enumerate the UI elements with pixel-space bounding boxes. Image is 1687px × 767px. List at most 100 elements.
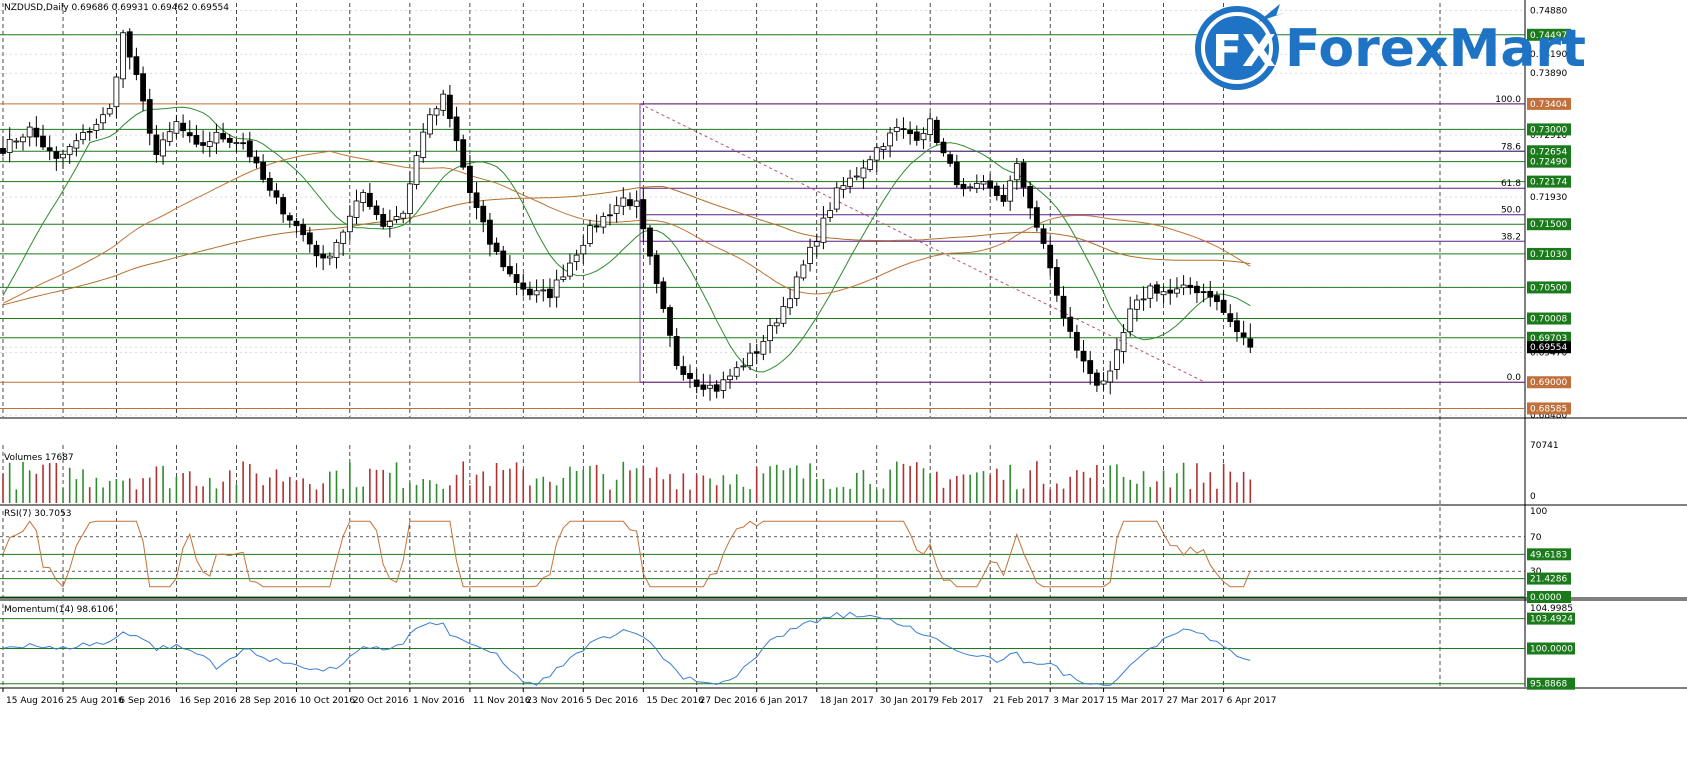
candle-body bbox=[46, 147, 53, 151]
candle bbox=[567, 253, 573, 280]
candle bbox=[800, 259, 807, 281]
candle bbox=[113, 73, 120, 118]
candle-body bbox=[100, 114, 106, 124]
candle-body bbox=[907, 130, 914, 135]
candle bbox=[166, 122, 173, 147]
candle bbox=[1127, 296, 1134, 337]
candle-body bbox=[1194, 285, 1200, 294]
candle bbox=[1027, 181, 1034, 220]
candle-body bbox=[160, 139, 166, 157]
candle bbox=[873, 143, 880, 172]
time-tick-label: 27 Dec 2016 bbox=[700, 696, 758, 706]
candle bbox=[233, 139, 240, 153]
candle bbox=[887, 127, 894, 158]
candle-body bbox=[6, 138, 13, 153]
candle bbox=[1174, 277, 1180, 298]
candle bbox=[13, 137, 20, 149]
candle bbox=[1240, 320, 1247, 346]
candle bbox=[847, 169, 853, 194]
candle bbox=[60, 149, 66, 169]
candle-body bbox=[927, 118, 934, 135]
candle-body bbox=[933, 119, 940, 144]
candle-body bbox=[453, 116, 460, 142]
time-tick-label: 16 Sep 2016 bbox=[179, 696, 236, 706]
candle bbox=[880, 142, 887, 160]
candle bbox=[1180, 275, 1187, 296]
volume-min-tick: 0 bbox=[1530, 492, 1536, 502]
candle bbox=[393, 205, 400, 224]
candle-body bbox=[720, 379, 727, 391]
candle-body bbox=[1207, 290, 1214, 298]
candle-body bbox=[673, 336, 680, 366]
price-badge bbox=[1527, 155, 1571, 168]
candle-body bbox=[1007, 180, 1014, 202]
candle-body bbox=[460, 139, 467, 168]
candle-body bbox=[747, 352, 753, 367]
candle-body bbox=[380, 214, 387, 227]
price-badge bbox=[1527, 312, 1571, 325]
candle-body bbox=[1140, 298, 1147, 301]
candle bbox=[833, 182, 840, 213]
price-badge bbox=[1527, 145, 1571, 158]
candle-body bbox=[593, 225, 600, 228]
candle bbox=[20, 133, 26, 151]
candle-body bbox=[300, 224, 307, 236]
candle-body bbox=[1087, 360, 1094, 374]
candle-body bbox=[240, 142, 247, 145]
price-badge-label: 0.69000 bbox=[1530, 378, 1567, 388]
candle bbox=[340, 229, 347, 256]
candle bbox=[1040, 224, 1047, 249]
candle-body bbox=[693, 379, 700, 387]
candle-body bbox=[213, 131, 220, 144]
candle bbox=[1214, 291, 1220, 311]
candle-body bbox=[987, 180, 994, 189]
candle-body bbox=[226, 137, 233, 143]
candle bbox=[980, 175, 987, 191]
candle-body bbox=[773, 322, 780, 327]
candle bbox=[286, 212, 293, 228]
candle bbox=[326, 252, 333, 266]
time-tick-label: 25 Aug 2016 bbox=[66, 696, 124, 706]
candle-body bbox=[1174, 288, 1180, 294]
candle bbox=[1053, 259, 1060, 302]
candle bbox=[213, 123, 220, 155]
candle bbox=[1067, 307, 1074, 339]
candle-body bbox=[1067, 317, 1074, 332]
horizontal-levels bbox=[0, 34, 1525, 409]
ma-line bbox=[2, 106, 1251, 373]
candle-body bbox=[507, 266, 513, 275]
candle bbox=[607, 203, 613, 226]
time-tick-label: 15 Aug 2016 bbox=[6, 696, 64, 706]
candle bbox=[1060, 286, 1067, 327]
candle-body bbox=[440, 93, 447, 111]
candle bbox=[720, 371, 727, 399]
candle-body bbox=[400, 212, 407, 219]
candle-body bbox=[1187, 284, 1194, 289]
candle-body bbox=[220, 133, 227, 140]
candle-body bbox=[153, 134, 160, 155]
candle bbox=[66, 143, 73, 164]
candle bbox=[953, 154, 960, 188]
candle-body bbox=[1160, 291, 1167, 296]
candle-body bbox=[740, 365, 747, 368]
candle-body bbox=[206, 141, 213, 148]
price-tick-label: 0.69470 bbox=[1530, 349, 1567, 359]
candle bbox=[867, 155, 873, 173]
candle-body bbox=[913, 131, 920, 141]
candle bbox=[1200, 283, 1207, 303]
candle bbox=[1000, 184, 1007, 207]
price-badge bbox=[1527, 28, 1571, 41]
rsi-badge bbox=[1527, 548, 1571, 561]
candle-body bbox=[860, 167, 867, 179]
candle bbox=[1100, 372, 1107, 391]
candle-body bbox=[120, 32, 126, 80]
candle bbox=[273, 183, 280, 205]
time-tick-label: 15 Dec 2016 bbox=[646, 696, 704, 706]
candle bbox=[360, 189, 367, 212]
price-tick-label: 0.72910 bbox=[1530, 131, 1567, 141]
candle-body bbox=[126, 31, 133, 58]
candle bbox=[193, 125, 200, 148]
candle-body bbox=[480, 205, 487, 223]
candle-body bbox=[1013, 163, 1020, 181]
